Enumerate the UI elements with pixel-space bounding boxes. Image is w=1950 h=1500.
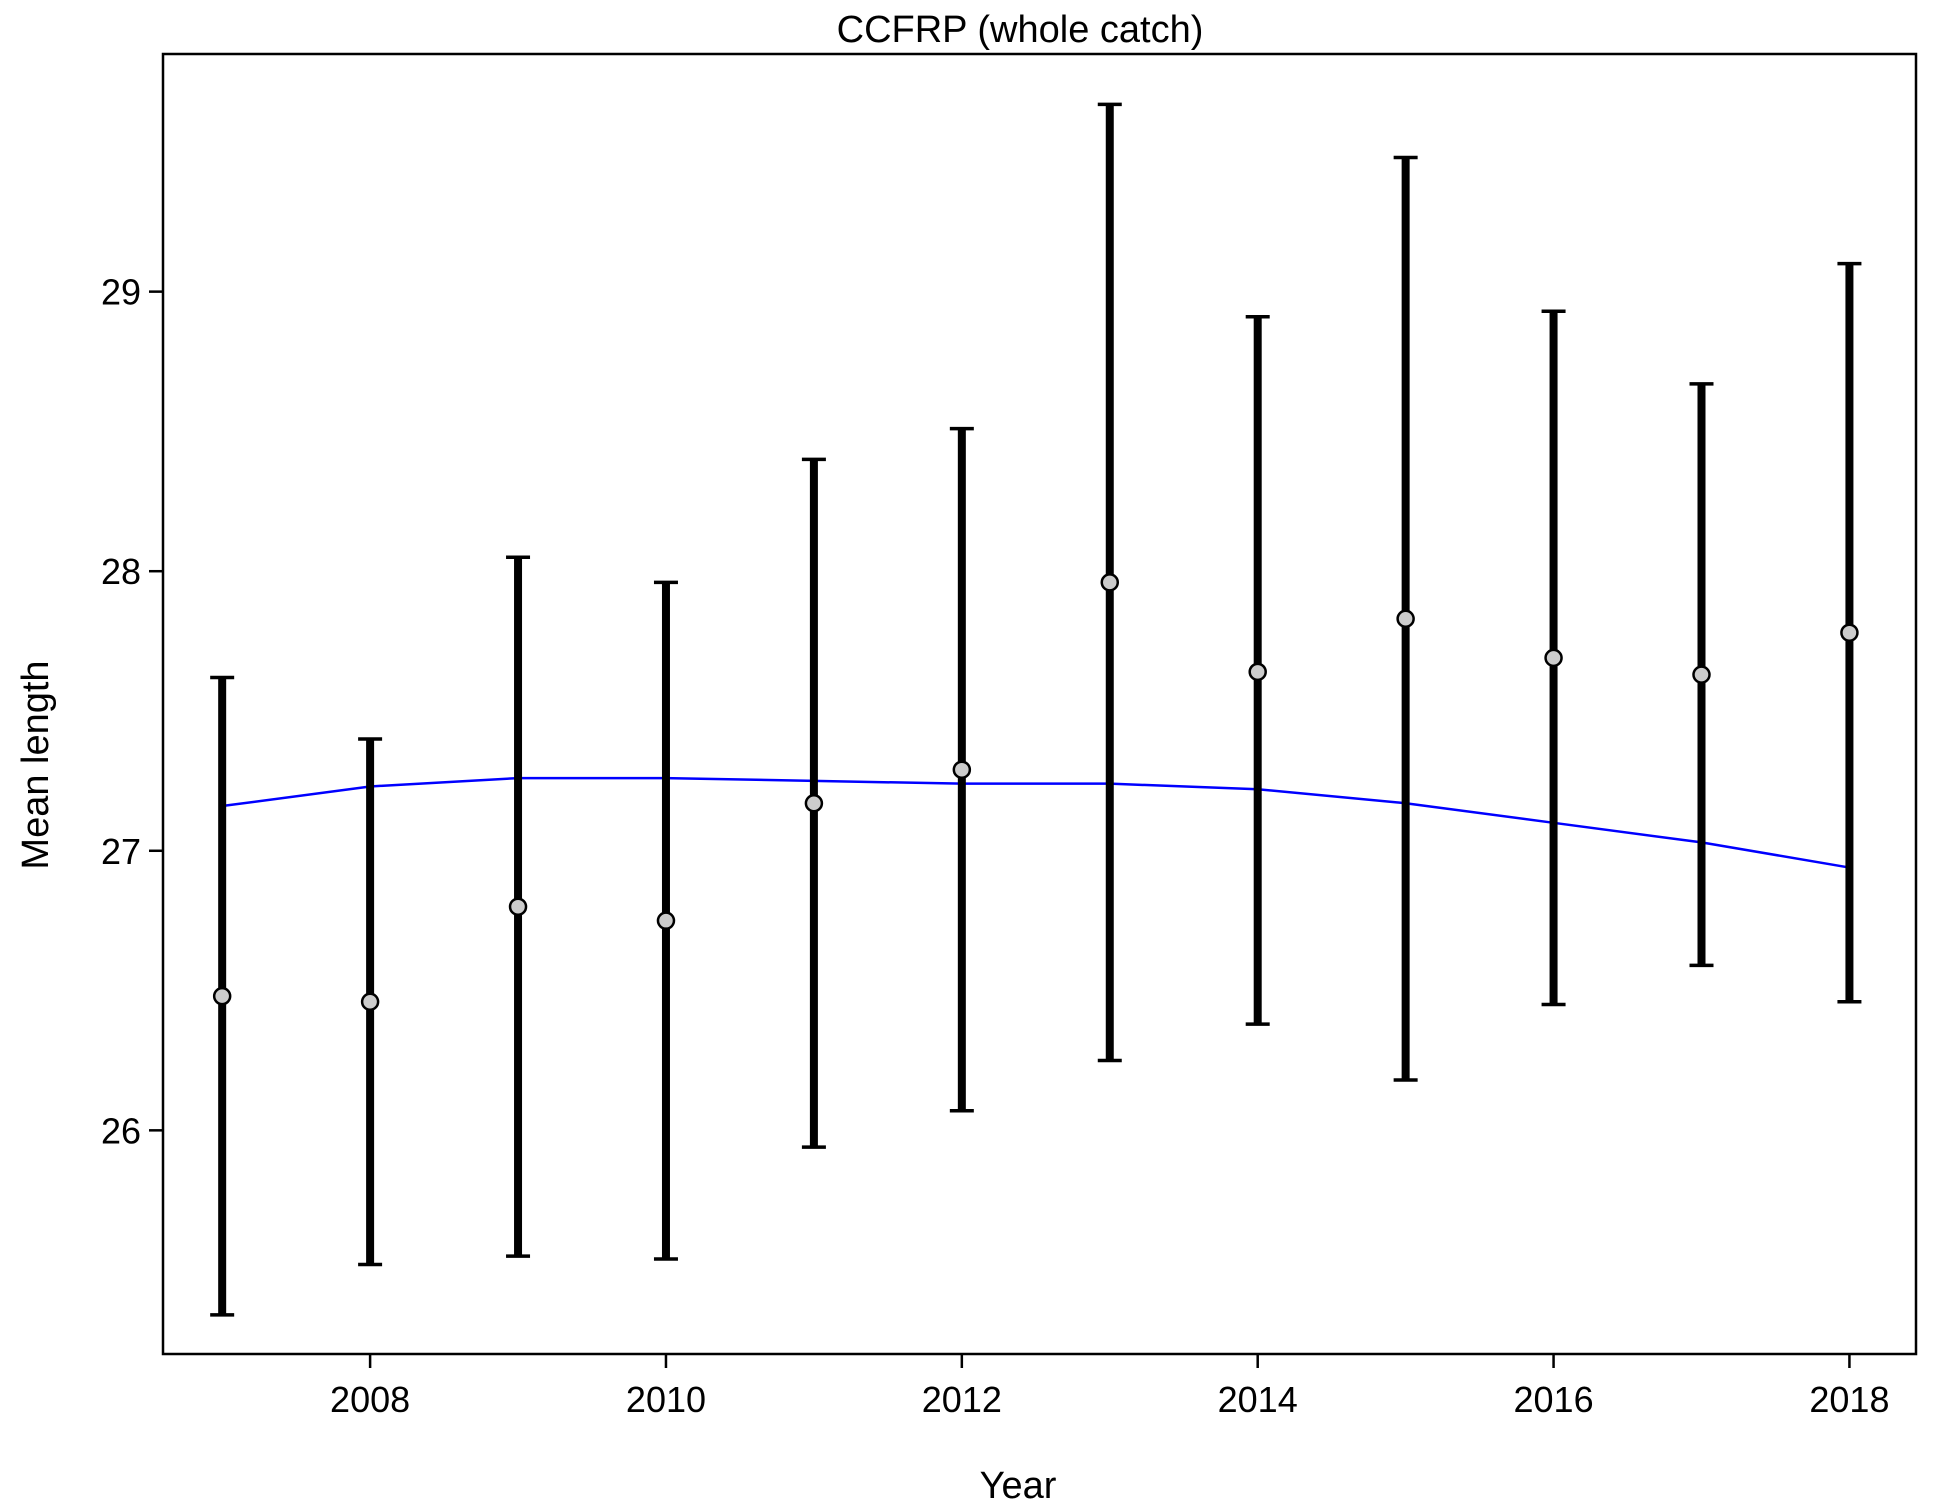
plot-frame xyxy=(161,52,1918,1356)
x-axis-label: Year xyxy=(980,1465,1057,1500)
y-tick-label: 27 xyxy=(101,831,141,872)
y-tick-label: 26 xyxy=(101,1110,141,1151)
chart-title: CCFRP (whole catch) xyxy=(837,9,1204,51)
data-point xyxy=(952,760,972,779)
y-tick-label: 28 xyxy=(101,551,141,592)
x-axis: 2008 2010 2012 2014 2016 2018 xyxy=(330,1354,1889,1420)
x-tick-label: 2016 xyxy=(1514,1379,1594,1420)
smoother-line xyxy=(222,776,1850,869)
smoother-line-layer xyxy=(222,776,1850,869)
x-tick-label: 2014 xyxy=(1218,1379,1298,1420)
data-point xyxy=(1100,573,1120,592)
error-bar-layer xyxy=(210,102,1862,1317)
x-tick-label: 2018 xyxy=(1809,1379,1889,1420)
y-tick-label: 29 xyxy=(101,272,141,313)
point-layer xyxy=(212,573,1859,1011)
data-point xyxy=(804,793,824,813)
data-point xyxy=(656,911,676,930)
data-point xyxy=(1692,665,1711,684)
data-point xyxy=(1544,648,1563,668)
y-axis-label: Mean length xyxy=(15,660,57,869)
data-point xyxy=(1840,623,1859,642)
x-tick-label: 2010 xyxy=(626,1379,706,1420)
data-point xyxy=(212,986,232,1006)
data-point xyxy=(1396,609,1415,628)
data-point xyxy=(508,897,528,916)
x-tick-label: 2012 xyxy=(922,1379,1002,1420)
data-point xyxy=(1248,662,1267,682)
y-axis: 26 27 28 29 xyxy=(101,272,163,1151)
data-point xyxy=(360,992,380,1011)
x-tick-label: 2008 xyxy=(330,1379,410,1420)
